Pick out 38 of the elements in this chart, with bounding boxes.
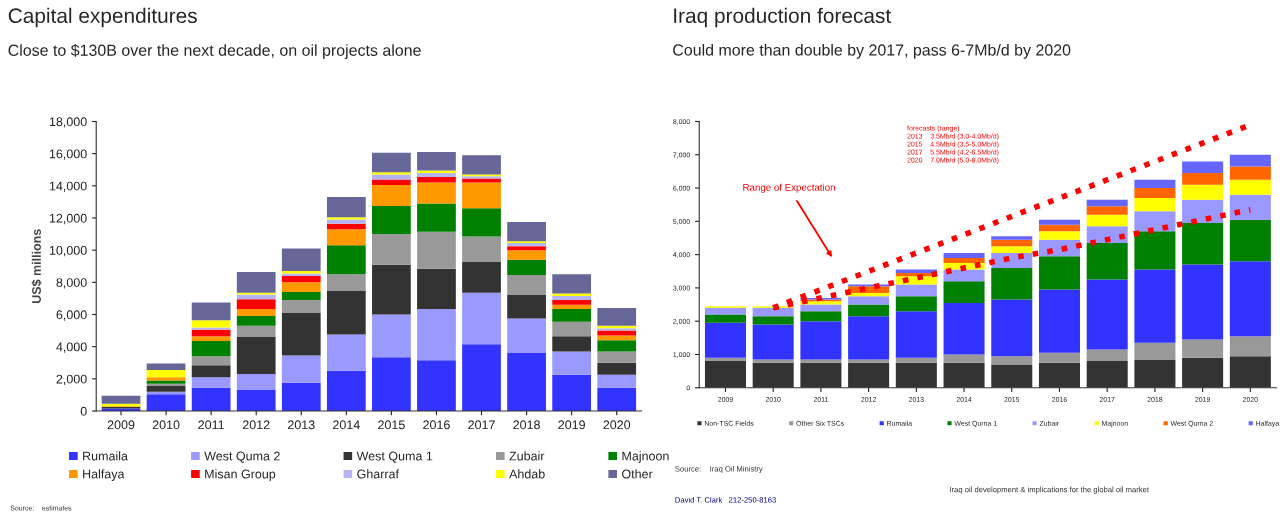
y-tick-label: 12,000: [49, 213, 87, 225]
x-tick-label: 2015: [378, 420, 405, 430]
y-tick-label: 16,000: [49, 149, 87, 160]
y-tick-label: 10,000: [49, 245, 87, 257]
x-tick-label: 2020: [603, 420, 631, 430]
legend-label: Majnoon: [622, 451, 669, 463]
x-tick-label: 2019: [558, 420, 585, 430]
x-tick-label: 2010: [152, 420, 180, 430]
legend-label: Rumaila: [83, 451, 128, 461]
x-tick-label: 2016: [423, 420, 450, 430]
legend-label: Halfaya: [83, 469, 125, 481]
x-tick-label: 2013: [287, 420, 315, 430]
y-tick-label: 8,000: [56, 278, 87, 289]
y-tick-label: 0: [80, 406, 87, 416]
legend-label: West Quma 2: [204, 451, 280, 463]
chart-title: Capital expenditures: [8, 7, 197, 28]
y-tick-label: 4,000: [56, 342, 87, 353]
y-tick-label: 2,000: [56, 374, 87, 385]
y-tick-label: 18,000: [49, 117, 87, 128]
legend-label: Zubair: [509, 451, 545, 461]
y-tick-label: 14,000: [49, 181, 87, 192]
x-tick-label: 2018: [513, 420, 540, 430]
x-tick-label: 2011: [198, 420, 224, 430]
y-tick-label: 6,000: [56, 310, 87, 321]
legend-label: Gharraf: [357, 469, 400, 479]
x-tick-label: 2009: [107, 420, 135, 430]
y-axis-title: US$ millions: [31, 229, 42, 304]
chart-subtitle: Could more than double by 2017, pass 6-7Mb/d by 2020: [673, 43, 1071, 59]
x-tick-label: 2012: [242, 420, 270, 430]
chart-subtitle: Close to $130B over the next decade, on oil projects alone: [8, 43, 421, 60]
legend-label: West Quma 1: [356, 451, 433, 463]
legend-label: Ahdab: [509, 469, 545, 479]
x-tick-label: 2014: [333, 420, 360, 430]
x-tick-label: 2017: [468, 420, 495, 430]
legend-label: Other: [622, 469, 653, 479]
chart-title: Iraq production forecast: [674, 7, 892, 28]
legend-label: Misan Group: [205, 469, 276, 481]
annotation: Range of Expectation: [743, 183, 835, 193]
